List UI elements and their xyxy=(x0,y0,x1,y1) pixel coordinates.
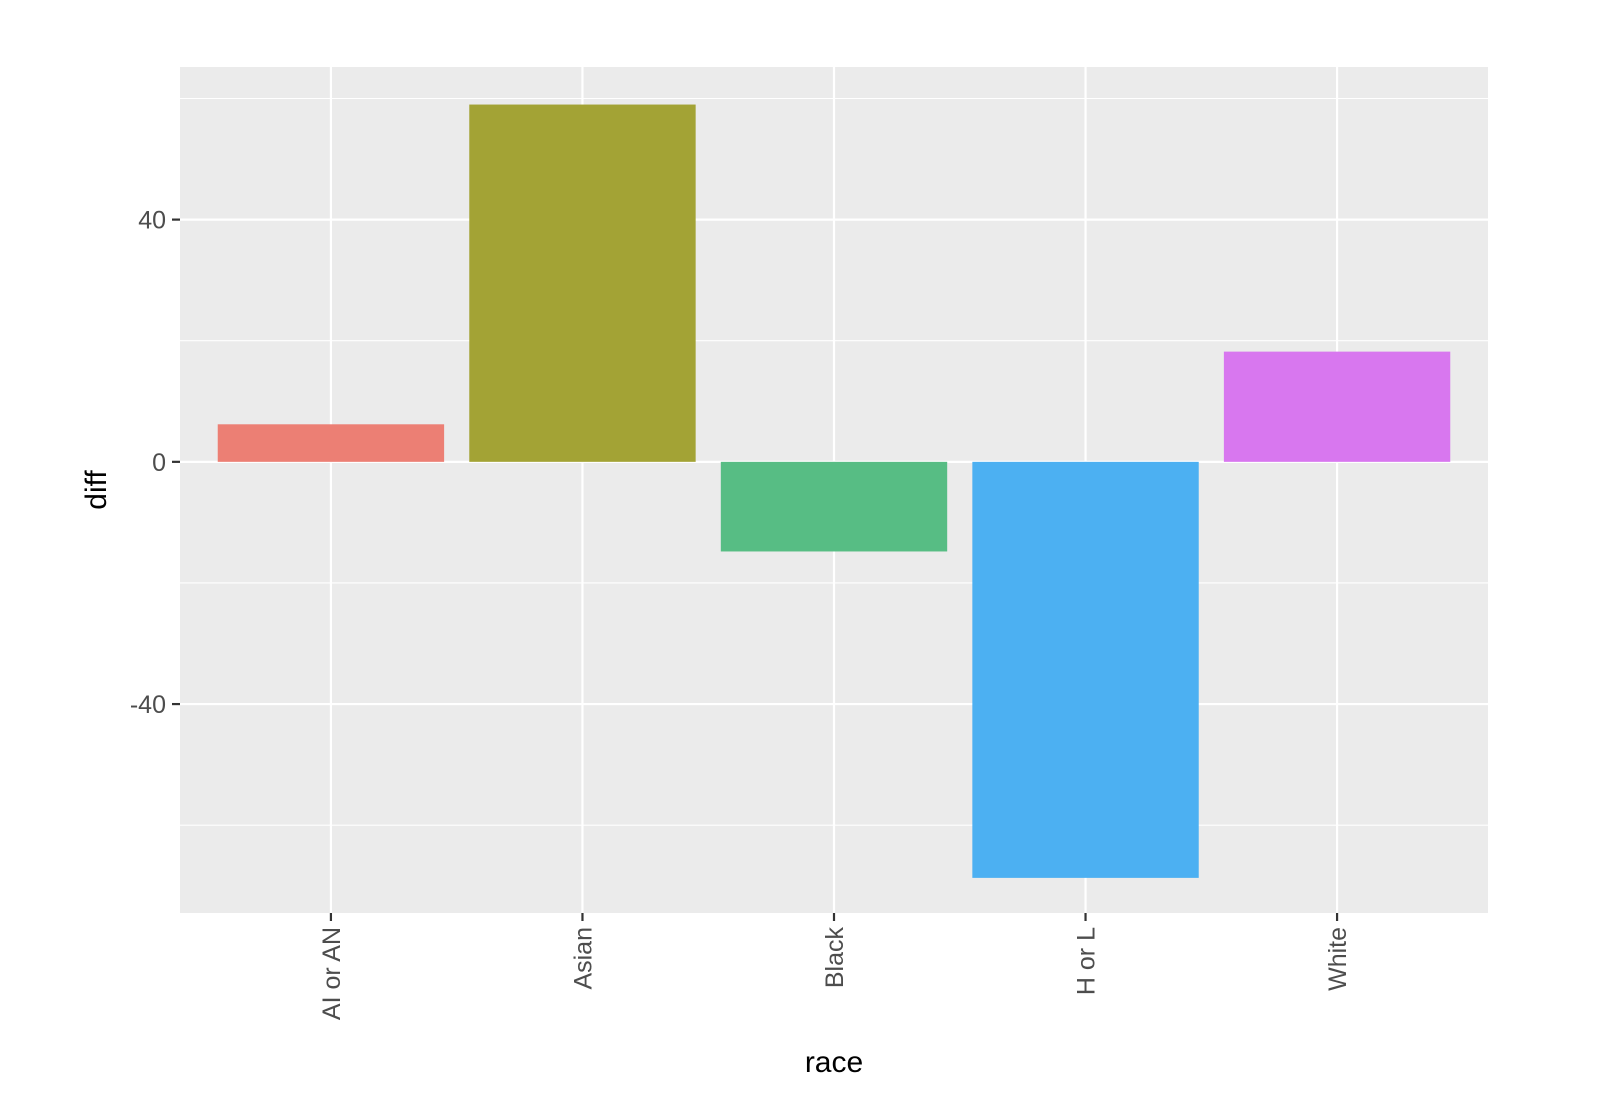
x-tick-label: White xyxy=(1324,927,1352,991)
x-tick-label: AI or AN xyxy=(318,927,346,1020)
bar-white xyxy=(1223,351,1451,462)
y-tick-label: -40 xyxy=(130,691,166,719)
y-axis: -40 0 40 xyxy=(130,207,180,719)
x-axis: AI or AN Asian Black H or L White xyxy=(318,913,1352,1020)
bar-asian xyxy=(469,104,696,462)
y-tick-label: 0 xyxy=(152,449,166,477)
x-axis-title: race xyxy=(805,1046,863,1079)
bar-ai-or-an xyxy=(217,424,445,462)
y-axis-title: diff xyxy=(80,470,113,510)
x-tick-label: H or L xyxy=(1073,927,1101,995)
bar-h-or-l xyxy=(972,461,1199,878)
y-tick-label: 40 xyxy=(138,207,166,235)
bar-black xyxy=(720,461,948,552)
x-tick-label: Asian xyxy=(569,927,597,990)
x-tick-label: Black xyxy=(821,927,849,989)
bars xyxy=(217,104,1451,878)
